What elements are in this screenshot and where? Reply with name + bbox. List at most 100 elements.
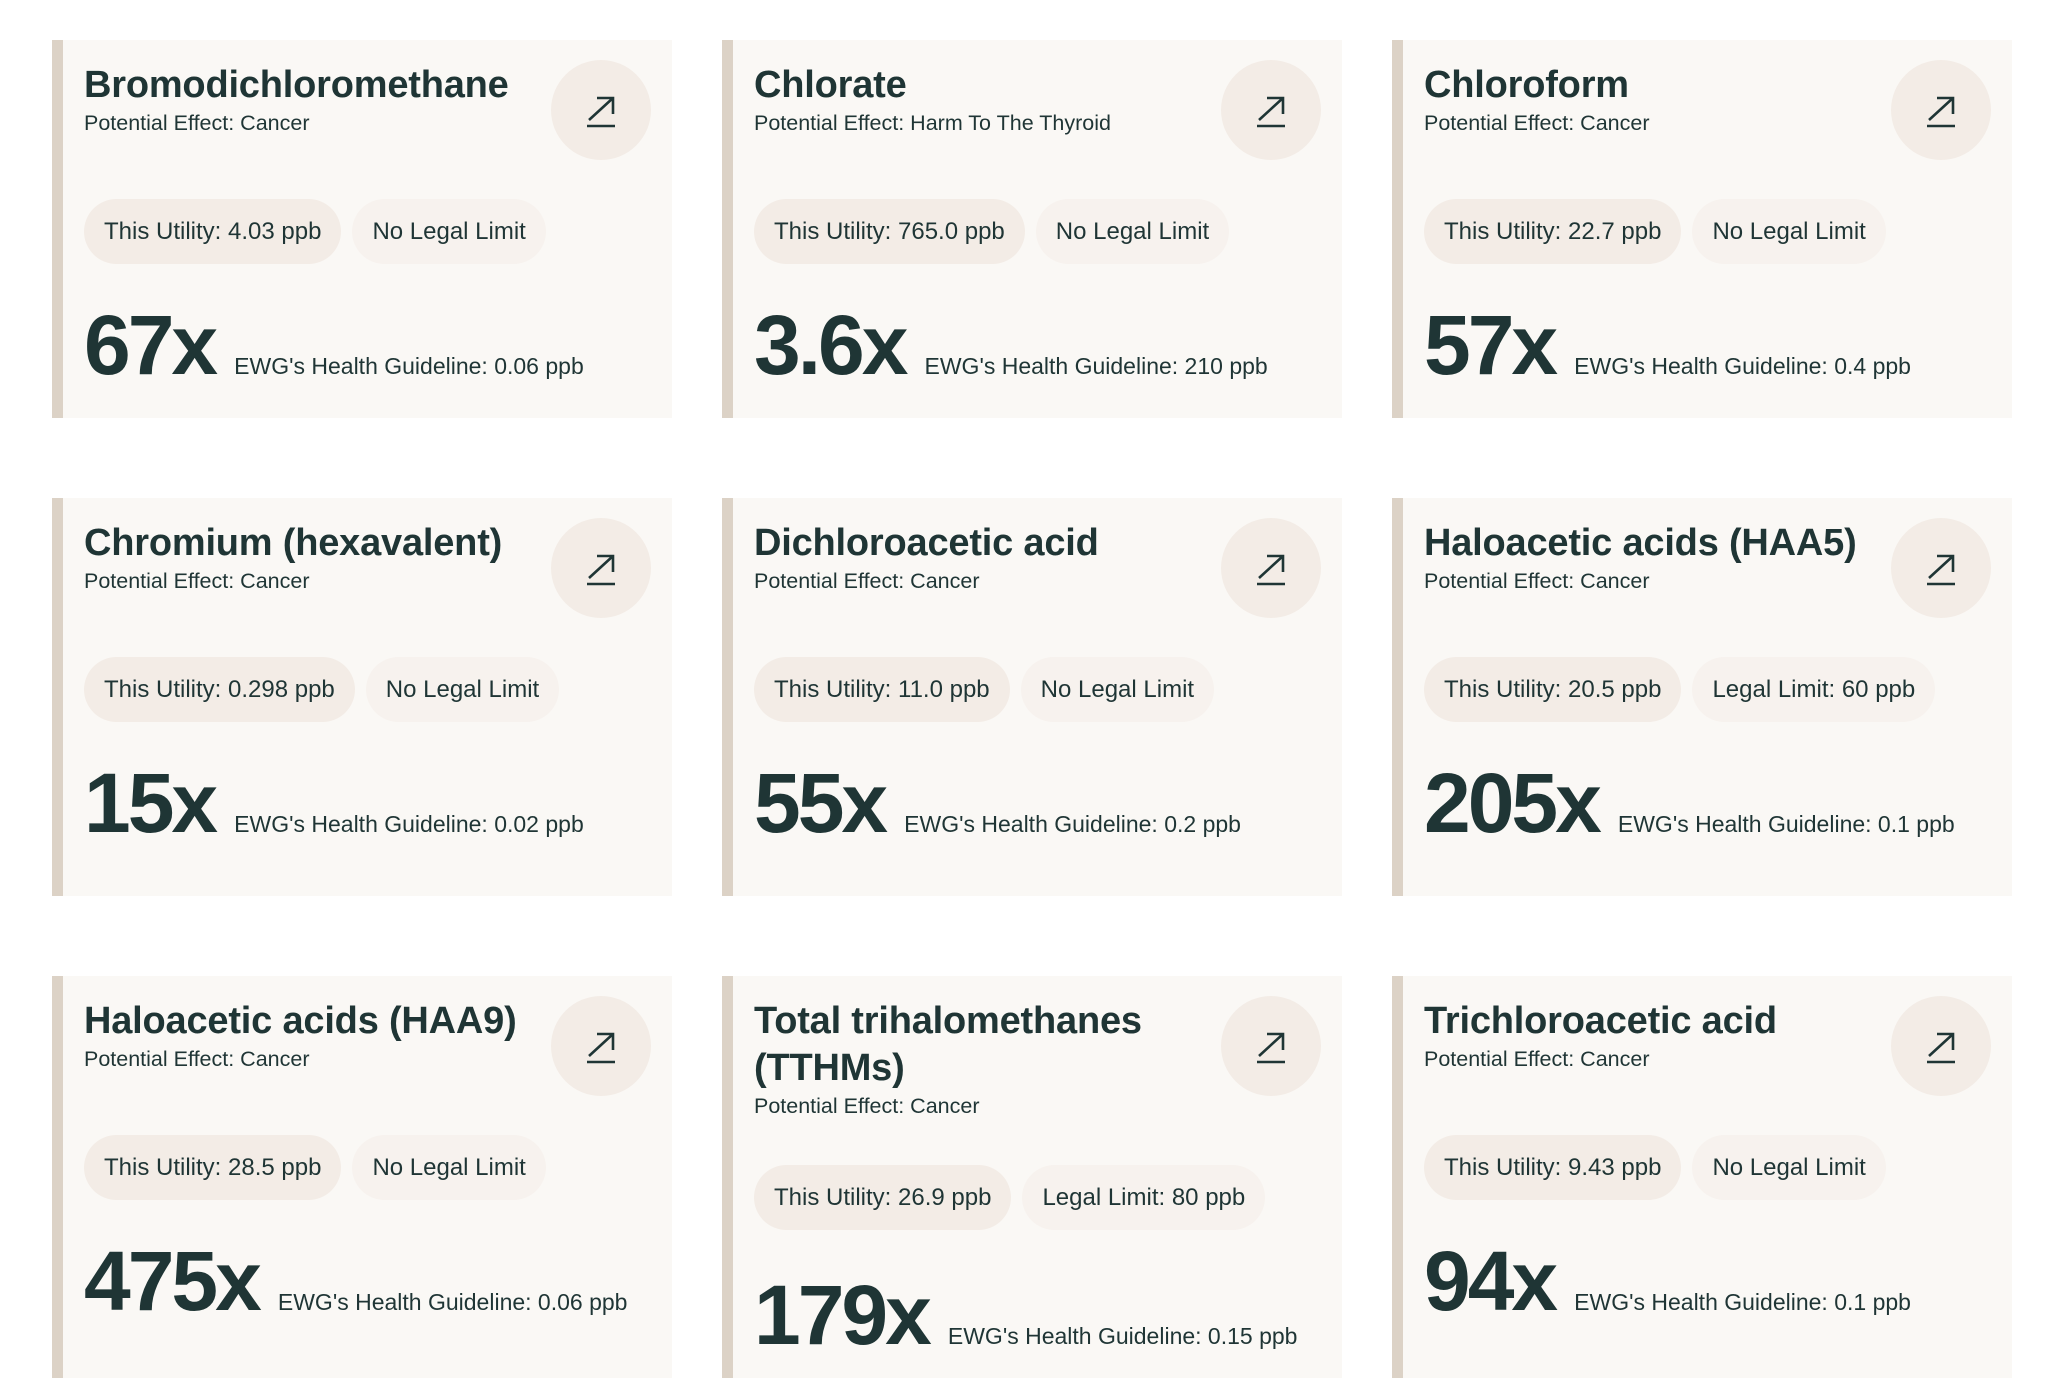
- measurement-pills: This Utility: 26.9 ppb Legal Limit: 80 p…: [754, 1165, 1318, 1230]
- open-details-button[interactable]: [551, 60, 651, 160]
- measurement-pills: This Utility: 4.03 ppb No Legal Limit: [84, 199, 648, 264]
- stat-row: 57x EWG's Health Guideline: 0.4 ppb: [1424, 300, 1988, 390]
- measurement-pills: This Utility: 0.298 ppb No Legal Limit: [84, 657, 648, 722]
- potential-effect: Potential Effect: Cancer: [1424, 1047, 1650, 1071]
- health-guideline: EWG's Health Guideline: 210 ppb: [924, 353, 1268, 379]
- contaminant-card[interactable]: Chlorate Potential Effect: Harm To The T…: [722, 40, 1342, 418]
- health-guideline: EWG's Health Guideline: 0.02 ppb: [234, 811, 584, 837]
- legal-limit-pill: Legal Limit: 80 ppb: [1022, 1165, 1266, 1230]
- stat-row: 94x EWG's Health Guideline: 0.1 ppb: [1424, 1236, 1988, 1326]
- measurement-pills: This Utility: 20.5 ppb Legal Limit: 60 p…: [1424, 657, 1988, 722]
- legal-limit-pill: No Legal Limit: [352, 199, 546, 264]
- arrow-up-right-icon: [1257, 96, 1285, 128]
- stat-row: 67x EWG's Health Guideline: 0.06 ppb: [84, 300, 648, 390]
- contaminant-card[interactable]: Trichloroacetic acid Potential Effect: C…: [1392, 976, 2012, 1378]
- arrow-up-right-icon: [1927, 554, 1955, 586]
- times-guideline-factor: 57x: [1424, 298, 1558, 392]
- stat-row: 179x EWG's Health Guideline: 0.15 ppb: [754, 1270, 1318, 1360]
- utility-level-pill: This Utility: 26.9 ppb: [754, 1165, 1012, 1230]
- contaminant-card[interactable]: Chromium (hexavalent) Potential Effect: …: [52, 498, 672, 896]
- open-details-button[interactable]: [1221, 60, 1321, 160]
- utility-level-pill: This Utility: 28.5 ppb: [84, 1135, 342, 1200]
- open-details-button[interactable]: [551, 996, 651, 1096]
- contaminant-name: Trichloroacetic acid: [1424, 1000, 1777, 1042]
- stat-row: 205x EWG's Health Guideline: 0.1 ppb: [1424, 758, 1988, 848]
- legal-limit-pill: No Legal Limit: [365, 657, 560, 722]
- measurement-pills: This Utility: 9.43 ppb No Legal Limit: [1424, 1135, 1988, 1200]
- utility-level-pill: This Utility: 22.7 ppb: [1424, 199, 1682, 264]
- contaminant-name: Dichloroacetic acid: [754, 522, 1099, 564]
- utility-level-pill: This Utility: 11.0 ppb: [754, 657, 1010, 722]
- contaminant-grid: Bromodichloromethane Potential Effect: C…: [52, 40, 2012, 1378]
- health-guideline: EWG's Health Guideline: 0.1 ppb: [1617, 811, 1955, 837]
- health-guideline: EWG's Health Guideline: 0.1 ppb: [1574, 1289, 1911, 1315]
- contaminant-card[interactable]: Total trihalomethanes (TTHMs) Potential …: [722, 976, 1342, 1378]
- arrow-up-right-icon: [587, 96, 615, 128]
- potential-effect: Potential Effect: Cancer: [84, 1047, 310, 1071]
- stat-row: 3.6x EWG's Health Guideline: 210 ppb: [754, 300, 1318, 390]
- open-details-button[interactable]: [1891, 996, 1991, 1096]
- measurement-pills: This Utility: 28.5 ppb No Legal Limit: [84, 1135, 648, 1200]
- open-details-button[interactable]: [1221, 518, 1321, 618]
- health-guideline: EWG's Health Guideline: 0.06 ppb: [234, 353, 584, 379]
- arrow-up-right-icon: [1257, 1032, 1285, 1064]
- arrow-up-right-icon: [587, 1032, 615, 1064]
- health-guideline: EWG's Health Guideline: 0.4 ppb: [1574, 353, 1911, 379]
- contaminant-name: Chloroform: [1424, 64, 1629, 106]
- times-guideline-factor: 475x: [84, 1234, 262, 1328]
- health-guideline: EWG's Health Guideline: 0.2 ppb: [904, 811, 1241, 837]
- stat-row: 475x EWG's Health Guideline: 0.06 ppb: [84, 1236, 648, 1326]
- contaminant-name: Chromium (hexavalent): [84, 522, 503, 564]
- contaminant-name: Haloacetic acids (HAA9): [84, 1000, 517, 1042]
- times-guideline-factor: 55x: [754, 756, 888, 850]
- arrow-up-right-icon: [1927, 96, 1955, 128]
- potential-effect: Potential Effect: Cancer: [1424, 569, 1650, 593]
- contaminant-name: Bromodichloromethane: [84, 64, 509, 106]
- contaminant-name: Total trihalomethanes (TTHMs): [754, 1000, 1142, 1089]
- contaminant-card[interactable]: Chloroform Potential Effect: Cancer This…: [1392, 40, 2012, 418]
- stat-row: 15x EWG's Health Guideline: 0.02 ppb: [84, 758, 648, 848]
- contaminant-card[interactable]: Haloacetic acids (HAA5) Potential Effect…: [1392, 498, 2012, 896]
- potential-effect: Potential Effect: Cancer: [1424, 111, 1650, 135]
- utility-level-pill: This Utility: 20.5 ppb: [1424, 657, 1682, 722]
- potential-effect: Potential Effect: Cancer: [754, 569, 980, 593]
- potential-effect: Potential Effect: Cancer: [754, 1094, 980, 1118]
- legal-limit-pill: Legal Limit: 60 ppb: [1692, 657, 1936, 722]
- utility-level-pill: This Utility: 765.0 ppb: [754, 199, 1025, 264]
- open-details-button[interactable]: [1891, 518, 1991, 618]
- contaminant-name: Chlorate: [754, 64, 907, 106]
- times-guideline-factor: 205x: [1424, 756, 1602, 850]
- contaminant-name: Haloacetic acids (HAA5): [1424, 522, 1857, 564]
- potential-effect: Potential Effect: Harm To The Thyroid: [754, 111, 1111, 135]
- times-guideline-factor: 67x: [84, 298, 218, 392]
- arrow-up-right-icon: [1927, 1032, 1955, 1064]
- health-guideline: EWG's Health Guideline: 0.15 ppb: [947, 1323, 1298, 1349]
- open-details-button[interactable]: [551, 518, 651, 618]
- potential-effect: Potential Effect: Cancer: [84, 111, 310, 135]
- utility-level-pill: This Utility: 9.43 ppb: [1424, 1135, 1682, 1200]
- stat-row: 55x EWG's Health Guideline: 0.2 ppb: [754, 758, 1318, 848]
- open-details-button[interactable]: [1891, 60, 1991, 160]
- measurement-pills: This Utility: 765.0 ppb No Legal Limit: [754, 199, 1318, 264]
- legal-limit-pill: No Legal Limit: [352, 1135, 546, 1200]
- legal-limit-pill: No Legal Limit: [1692, 1135, 1886, 1200]
- utility-level-pill: This Utility: 4.03 ppb: [84, 199, 342, 264]
- contaminant-card[interactable]: Dichloroacetic acid Potential Effect: Ca…: [722, 498, 1342, 896]
- potential-effect: Potential Effect: Cancer: [84, 569, 310, 593]
- times-guideline-factor: 179x: [754, 1268, 932, 1362]
- times-guideline-factor: 94x: [1424, 1234, 1558, 1328]
- times-guideline-factor: 3.6x: [754, 298, 908, 392]
- arrow-up-right-icon: [587, 554, 615, 586]
- arrow-up-right-icon: [1257, 554, 1285, 586]
- measurement-pills: This Utility: 22.7 ppb No Legal Limit: [1424, 199, 1988, 264]
- contaminant-card[interactable]: Haloacetic acids (HAA9) Potential Effect…: [52, 976, 672, 1378]
- utility-level-pill: This Utility: 0.298 ppb: [84, 657, 355, 722]
- times-guideline-factor: 15x: [84, 756, 218, 850]
- legal-limit-pill: No Legal Limit: [1020, 657, 1215, 722]
- legal-limit-pill: No Legal Limit: [1692, 199, 1886, 264]
- measurement-pills: This Utility: 11.0 ppb No Legal Limit: [754, 657, 1318, 722]
- open-details-button[interactable]: [1221, 996, 1321, 1096]
- contaminant-card[interactable]: Bromodichloromethane Potential Effect: C…: [52, 40, 672, 418]
- legal-limit-pill: No Legal Limit: [1035, 199, 1230, 264]
- health-guideline: EWG's Health Guideline: 0.06 ppb: [277, 1289, 628, 1315]
